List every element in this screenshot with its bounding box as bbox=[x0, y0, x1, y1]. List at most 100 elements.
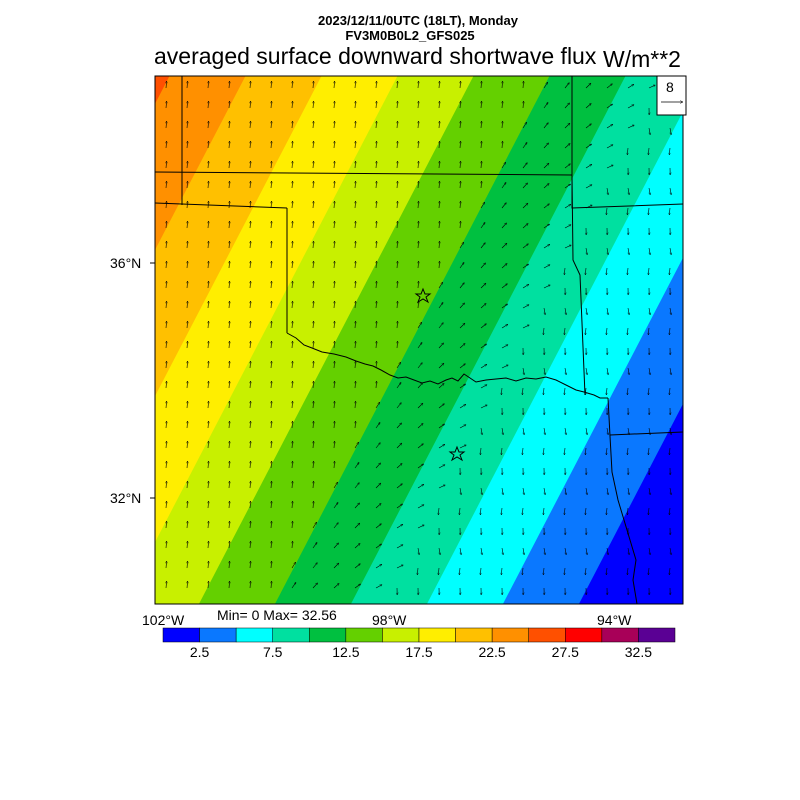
wind-vector-523 bbox=[649, 487, 650, 495]
wind-vector-59 bbox=[355, 121, 356, 129]
wind-vector-217 bbox=[522, 244, 529, 249]
wind-vector-306 bbox=[292, 321, 293, 329]
wind-vector-429 bbox=[250, 421, 251, 429]
wind-vector-field bbox=[166, 81, 671, 595]
wind-vector-520 bbox=[586, 487, 587, 495]
lon-axis: 102°W 98°W 94°W bbox=[142, 612, 632, 628]
wind-vector-114 bbox=[460, 161, 461, 169]
wind-vector-251 bbox=[187, 281, 188, 289]
wind-vector-247 bbox=[627, 267, 628, 275]
wind-vector-256 bbox=[292, 281, 293, 289]
wind-vector-41 bbox=[502, 101, 503, 109]
wind-vector-176 bbox=[187, 221, 188, 229]
wind-vector-431 bbox=[292, 421, 293, 429]
wind-vector-81 bbox=[292, 141, 293, 149]
wind-vector-628 bbox=[229, 581, 230, 589]
wind-vector-66 bbox=[502, 121, 503, 129]
wind-vector-321 bbox=[606, 327, 607, 335]
wind-vector-30 bbox=[271, 101, 272, 109]
wind-vector-430 bbox=[271, 421, 272, 429]
wind-vector-401 bbox=[187, 401, 188, 409]
wind-vector-283 bbox=[334, 301, 335, 309]
colorbar-tick-label: 32.5 bbox=[625, 644, 652, 660]
wind-vector-470 bbox=[585, 447, 586, 455]
wind-vector-103 bbox=[229, 161, 230, 169]
wind-vector-11 bbox=[397, 81, 398, 89]
wind-vector-28 bbox=[229, 101, 230, 109]
wind-vector-450 bbox=[166, 441, 167, 449]
wind-vector-600 bbox=[166, 561, 167, 569]
colorbar-swatch-7 bbox=[418, 627, 456, 643]
wind-vector-131 bbox=[292, 181, 293, 189]
wind-vector-245 bbox=[585, 267, 586, 275]
wind-vector-90 bbox=[481, 141, 482, 149]
wind-vector-301 bbox=[187, 321, 188, 329]
wind-vector-150 bbox=[166, 201, 167, 209]
wind-vector-428 bbox=[229, 421, 230, 429]
wind-vector-115 bbox=[481, 161, 482, 169]
wind-vector-372 bbox=[628, 367, 629, 375]
wind-vector-224 bbox=[670, 247, 671, 255]
red-river-border bbox=[286, 332, 608, 399]
wind-vector-107 bbox=[313, 161, 314, 169]
wind-vector-469 bbox=[564, 447, 565, 455]
wind-vector-581 bbox=[292, 541, 293, 549]
wind-vector-393 bbox=[543, 387, 544, 395]
wind-vector-365 bbox=[480, 364, 487, 369]
wind-vector-15 bbox=[481, 81, 482, 89]
wind-vector-382 bbox=[313, 381, 314, 389]
wind-vector-389 bbox=[459, 383, 466, 389]
wind-vector-607 bbox=[312, 563, 317, 569]
wind-vector-162 bbox=[418, 201, 419, 209]
wind-vector-454 bbox=[250, 441, 251, 449]
wind-vector-413 bbox=[438, 404, 445, 409]
wind-vector-300 bbox=[166, 321, 167, 329]
wind-vector-516 bbox=[502, 487, 503, 495]
wind-vector-584 bbox=[354, 543, 360, 549]
wind-vector-459 bbox=[354, 442, 359, 449]
wind-vector-127 bbox=[208, 181, 209, 189]
wind-vector-183 bbox=[334, 221, 335, 229]
wind-vector-139 bbox=[460, 181, 461, 189]
wind-vector-149 bbox=[670, 187, 671, 195]
wind-vector-231 bbox=[292, 261, 293, 269]
wind-vector-205 bbox=[271, 241, 272, 249]
wind-vector-433 bbox=[334, 421, 335, 429]
wind-vector-47 bbox=[627, 104, 634, 109]
panhandle-south-border bbox=[155, 202, 288, 209]
wind-vector-325 bbox=[166, 341, 167, 349]
wind-vector-407 bbox=[313, 401, 314, 409]
colorbar-tick-label: 12.5 bbox=[332, 644, 359, 660]
wind-vector-449 bbox=[670, 427, 671, 435]
wind-vector-585 bbox=[375, 543, 382, 549]
wind-vector-21 bbox=[606, 84, 613, 89]
wind-vector-97 bbox=[627, 147, 628, 155]
wind-vector-318 bbox=[543, 327, 544, 335]
lat-label-32n: 32°N bbox=[110, 490, 141, 506]
wind-vector-35 bbox=[376, 101, 377, 109]
wind-vector-33 bbox=[334, 101, 335, 109]
wind-vector-532 bbox=[313, 501, 314, 509]
wind-vector-40 bbox=[481, 101, 482, 109]
wind-vector-77 bbox=[208, 141, 209, 149]
wind-vector-319 bbox=[564, 327, 565, 335]
wind-vector-89 bbox=[460, 141, 461, 149]
wind-vector-356 bbox=[292, 361, 293, 369]
wind-vector-531 bbox=[292, 501, 293, 509]
wind-vector-443 bbox=[544, 427, 545, 435]
wind-vector-480 bbox=[271, 461, 272, 469]
wind-vector-369 bbox=[565, 367, 566, 375]
colorbar-swatch-11 bbox=[565, 627, 603, 643]
wind-vector-359 bbox=[355, 361, 356, 369]
wind-vector-444 bbox=[565, 427, 566, 435]
colorbar-swatch-1 bbox=[199, 627, 237, 643]
wind-vector-611 bbox=[396, 564, 403, 569]
wind-vector-294 bbox=[565, 307, 566, 315]
wind-vector-161 bbox=[397, 201, 398, 209]
wind-vector-284 bbox=[355, 301, 356, 309]
wind-vector-616 bbox=[501, 567, 502, 575]
wind-vector-381 bbox=[292, 381, 293, 389]
wind-vector-614 bbox=[459, 567, 460, 575]
wind-vector-437 bbox=[417, 423, 423, 429]
colorbar-swatch-3 bbox=[272, 627, 310, 643]
